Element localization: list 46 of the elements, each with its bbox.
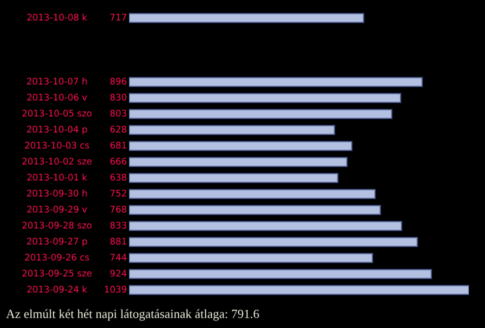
bar — [129, 237, 418, 247]
data-label: 924 — [110, 270, 126, 277]
bar — [129, 269, 432, 279]
data-label: 768 — [110, 206, 126, 213]
y-tick-label: 2013-09-26 cs — [25, 254, 89, 261]
y-tick-label: 2013-09-29 v — [27, 206, 87, 213]
data-label: 752 — [110, 190, 126, 197]
y-tick-label: 2013-09-24 k — [27, 286, 88, 293]
y-tick-label: 2013-10-08 k — [27, 14, 88, 21]
data-label: 833 — [110, 222, 126, 229]
y-tick-label: 2013-09-27 p — [27, 238, 87, 246]
y-tick-label: 2013-10-07 h — [27, 78, 87, 85]
data-label: 830 — [110, 94, 126, 101]
bar — [129, 221, 402, 231]
y-tick-label: 2013-09-28 szo — [22, 222, 92, 229]
y-tick-label: 2013-09-30 h — [27, 190, 87, 197]
data-label: 744 — [110, 254, 126, 260]
bar — [129, 125, 336, 135]
bar — [129, 109, 392, 119]
bar — [129, 93, 402, 103]
y-tick-label: 2013-09-25 sze — [22, 270, 92, 277]
y-tick-label: 2013-10-03 cs — [25, 142, 89, 149]
data-label: 638 — [110, 174, 126, 181]
data-label: 681 — [110, 142, 126, 149]
data-label: 881 — [110, 238, 126, 245]
bar — [129, 285, 469, 295]
data-label: 666 — [110, 158, 126, 165]
data-label: 896 — [110, 78, 126, 85]
bar — [129, 189, 376, 199]
y-tick-label: 2013-10-01 k — [27, 174, 88, 181]
bar — [129, 141, 352, 151]
bar — [129, 173, 338, 183]
bar — [129, 13, 364, 23]
bar — [129, 205, 381, 215]
text: Az elmúlt két hét napi látogatásainak átlaga: 791.6 — [6, 309, 260, 321]
data-label: 1039 — [104, 286, 126, 293]
bar — [129, 253, 374, 263]
y-tick-label: 2013-10-02 sze — [22, 158, 92, 165]
bar — [129, 157, 348, 167]
y-tick-label: 2013-10-05 szo — [22, 110, 92, 117]
bar — [129, 77, 423, 87]
y-tick-label: 2013-10-06 v — [27, 94, 87, 101]
data-label: 803 — [110, 110, 126, 117]
data-label: 628 — [110, 126, 126, 133]
data-label: 717 — [110, 14, 126, 20]
y-tick-label: 2013-10-04 p — [27, 126, 87, 134]
